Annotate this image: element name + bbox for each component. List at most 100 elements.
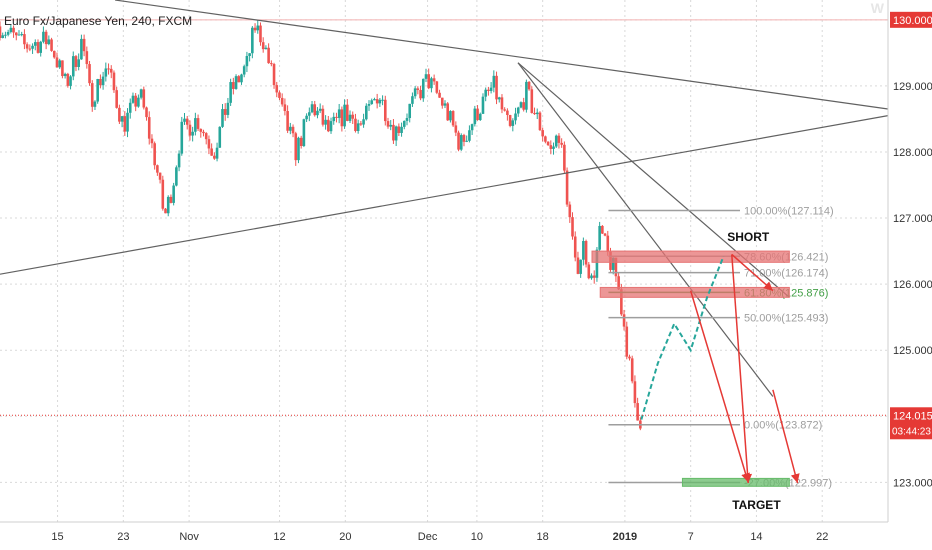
candle-body (473, 108, 477, 125)
y-tick-label: 128.000 (893, 147, 932, 159)
candle-body (63, 73, 67, 77)
x-tick-label: 22 (816, 531, 828, 543)
candle-body (221, 109, 224, 127)
candle-body (614, 257, 618, 277)
candle-body (340, 109, 344, 127)
candle-body (519, 102, 523, 108)
candle-body (185, 118, 189, 125)
candle-body (175, 167, 178, 186)
candle-body (234, 76, 238, 89)
candle-body (137, 97, 140, 107)
candle-body (66, 73, 70, 86)
candle-body (324, 119, 327, 125)
candle-body (381, 99, 384, 101)
y-axis-panel (888, 0, 932, 550)
candle-body (617, 276, 620, 290)
candle-body (571, 217, 574, 237)
candle-body (39, 41, 42, 53)
candle-body (107, 68, 110, 70)
candle-body (365, 105, 368, 120)
candle-body (573, 236, 577, 258)
candle-body (451, 111, 455, 126)
candle-body (595, 249, 599, 278)
candle-body (196, 118, 200, 129)
candle-body (115, 90, 118, 108)
candle-body (55, 57, 59, 68)
candle-body (237, 76, 241, 83)
candle-body (12, 27, 15, 33)
candle-body (69, 76, 72, 86)
candle-body (88, 64, 91, 84)
candle-body (161, 179, 165, 209)
annotations: SHORT TARGET (727, 230, 781, 512)
candle-body (305, 115, 308, 120)
candle-body (552, 146, 555, 149)
candle-body (85, 51, 89, 65)
candle-body (147, 117, 151, 139)
candle-body (432, 78, 436, 82)
candle-body (291, 126, 295, 134)
candle-body (283, 104, 287, 112)
candle-body (145, 107, 148, 118)
candle-body (272, 64, 276, 86)
candle-body (123, 116, 127, 132)
candle-body (421, 78, 425, 99)
annotation-target: TARGET (732, 498, 781, 512)
zones (591, 250, 790, 487)
x-tick-label: 18 (537, 531, 549, 543)
candle-body (636, 403, 639, 421)
candle-body (245, 55, 249, 67)
candle-body (302, 119, 306, 147)
candle-body (630, 358, 634, 382)
candle-body (454, 125, 458, 133)
candle-body (82, 38, 86, 52)
candle-body (356, 123, 360, 131)
candle-body (226, 102, 230, 115)
candle-body (400, 126, 403, 133)
candle-body (267, 47, 270, 64)
candle-body (470, 124, 474, 131)
x-tick-label: 2019 (613, 531, 637, 543)
candle-body (153, 143, 156, 166)
fib-618-zone (599, 286, 790, 298)
candle-body (25, 44, 29, 49)
candle-body (514, 113, 517, 121)
x-tick-label: 20 (339, 531, 351, 543)
candle-body (4, 34, 7, 36)
candle-body (261, 42, 265, 50)
x-tick-label: Dec (418, 531, 438, 543)
candle-body (42, 31, 45, 42)
candle-body (202, 131, 205, 134)
candle-body (248, 53, 251, 56)
candle-body (424, 74, 428, 79)
candle-body (142, 89, 146, 108)
candle-body (427, 74, 431, 89)
candle-body (394, 126, 398, 141)
candle-body (565, 170, 569, 205)
candle-body (408, 103, 412, 119)
candle-body (601, 225, 604, 234)
x-tick-label: 10 (471, 531, 483, 543)
candle-body (462, 135, 466, 142)
candle-body (251, 27, 254, 54)
candle-body (207, 139, 211, 149)
candle-body (468, 130, 471, 141)
candle-body (278, 92, 281, 98)
y-tick-label: 129.000 (893, 81, 932, 93)
candle-body (628, 356, 631, 359)
candle-body (253, 27, 257, 31)
candle-body (492, 75, 496, 88)
candle-body (118, 107, 121, 122)
candle-body (183, 118, 186, 122)
candle-body (270, 63, 273, 65)
candle-body (587, 264, 591, 279)
candle-body (411, 96, 414, 104)
candle-body (172, 185, 175, 203)
candle-body (375, 99, 379, 104)
candle-body (104, 68, 108, 77)
candle-body (139, 89, 143, 98)
candle-body (413, 88, 417, 97)
candle-body (516, 107, 520, 114)
x-tick-label: 12 (273, 531, 285, 543)
